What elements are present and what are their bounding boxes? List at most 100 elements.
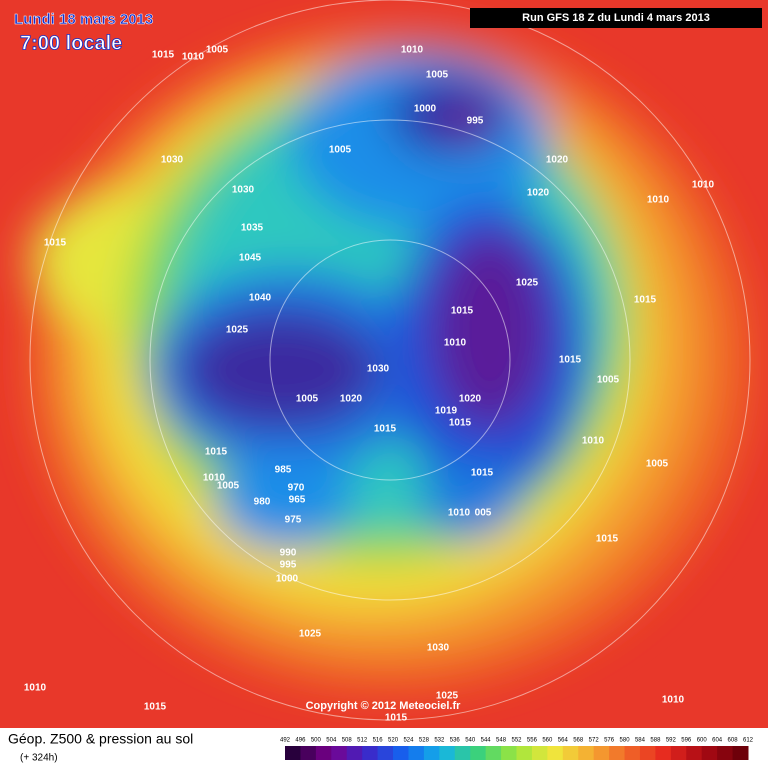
scale-swatch bbox=[408, 746, 425, 760]
isobar-label: 1010 bbox=[401, 45, 424, 56]
isobar-label: 1020 bbox=[546, 155, 569, 166]
geopotential-field bbox=[30, 30, 750, 690]
isobar-label: 990 bbox=[280, 548, 297, 559]
scale-swatch bbox=[516, 746, 533, 760]
isobar-label: 1015 bbox=[374, 424, 397, 435]
scale-swatch bbox=[655, 746, 672, 760]
isobar-label: 1015 bbox=[385, 713, 408, 724]
isobar-label: 1020 bbox=[459, 394, 482, 405]
scale-swatch bbox=[377, 746, 394, 760]
scale-label: 552 bbox=[511, 738, 522, 744]
scale-swatch bbox=[732, 746, 749, 760]
isobar-label: 1045 bbox=[239, 253, 262, 264]
isobar-label: 1040 bbox=[249, 293, 272, 304]
isobar-label: 1025 bbox=[226, 325, 249, 336]
scale-label: 592 bbox=[666, 738, 677, 744]
isobar-label: 1015 bbox=[152, 50, 175, 61]
isobar-label: 1005 bbox=[206, 45, 229, 56]
scale-label: 568 bbox=[573, 738, 584, 744]
scale-swatch bbox=[670, 746, 687, 760]
isobar-label: 970 bbox=[288, 483, 305, 494]
copyright: Copyright © 2012 Meteociel.fr bbox=[306, 700, 462, 712]
scale-label: 500 bbox=[311, 738, 322, 744]
isobar-label: 1010 bbox=[662, 695, 685, 706]
isobar-label: 1005 bbox=[597, 375, 620, 386]
isobar-label: 1010 bbox=[24, 683, 47, 694]
isobar-label: 1015 bbox=[634, 295, 657, 306]
scale-label: 608 bbox=[728, 738, 739, 744]
scale-swatch bbox=[562, 746, 579, 760]
isobar-label: 1025 bbox=[516, 278, 539, 289]
isobar-label: 965 bbox=[289, 495, 306, 506]
scale-label: 588 bbox=[650, 738, 661, 744]
scale-label: 536 bbox=[450, 738, 461, 744]
scale-label: 604 bbox=[712, 738, 723, 744]
scale-label: 516 bbox=[373, 738, 384, 744]
color-scale: 492 496 500 504 508 512 516 520 524 528 532 536 540 5… bbox=[280, 738, 754, 760]
isobar-label: 980 bbox=[254, 497, 271, 508]
scale-swatch bbox=[501, 746, 517, 760]
isobar-label: 975 bbox=[285, 515, 302, 526]
scale-label: 596 bbox=[681, 738, 692, 744]
isobar-label: 1030 bbox=[367, 364, 390, 375]
scale-label: 520 bbox=[388, 738, 399, 744]
scale-swatch bbox=[454, 746, 471, 760]
footer-lead: (+ 324h) bbox=[20, 753, 58, 764]
graticule bbox=[29, 0, 751, 721]
isobar-label: 1005 bbox=[217, 481, 240, 492]
isobar-label: 985 bbox=[275, 465, 292, 476]
scale-swatch bbox=[531, 746, 548, 760]
scale-label: 584 bbox=[635, 738, 646, 744]
scale-label: 544 bbox=[481, 738, 492, 744]
scale-swatch bbox=[578, 746, 595, 760]
scale-swatch bbox=[300, 746, 317, 760]
isobar-label: 1000 bbox=[414, 104, 437, 115]
isobar-label: 005 bbox=[475, 508, 492, 519]
scale-label: 504 bbox=[326, 738, 337, 744]
scale-label: 600 bbox=[697, 738, 708, 744]
isobar-label: 1010 bbox=[203, 473, 226, 484]
run-box bbox=[470, 8, 762, 28]
isobar-label: 995 bbox=[467, 116, 484, 127]
isobar-label: 995 bbox=[280, 560, 297, 571]
isobar-label: 1025 bbox=[436, 691, 459, 702]
scale-swatch bbox=[346, 746, 363, 760]
date-label: Lundi 18 mars 2013 bbox=[14, 11, 153, 28]
isobar-label: 1005 bbox=[426, 70, 449, 81]
isobar-label: 1030 bbox=[427, 643, 450, 654]
isobar-label: 1015 bbox=[44, 238, 67, 249]
time-label: 7:00 locale bbox=[20, 32, 122, 54]
scale-swatch bbox=[331, 746, 348, 760]
scale-label: 612 bbox=[743, 738, 754, 744]
isobar-label: 1035 bbox=[241, 223, 264, 234]
scale-label: 560 bbox=[542, 738, 553, 744]
scale-label: 548 bbox=[496, 738, 507, 744]
isobar-label: 1005 bbox=[646, 459, 669, 470]
isobar-label: 1015 bbox=[559, 355, 582, 366]
scale-swatch bbox=[315, 746, 332, 760]
scale-label: 540 bbox=[465, 738, 476, 744]
scale-swatch bbox=[639, 746, 656, 760]
isobar-label: 1019 bbox=[435, 406, 458, 417]
isobar-label: 1000 bbox=[276, 574, 299, 585]
scale-label: 524 bbox=[403, 738, 414, 744]
scale-label: 512 bbox=[357, 738, 368, 744]
scale-swatch bbox=[285, 746, 301, 760]
isobar-label: 1020 bbox=[527, 188, 550, 199]
isobar-label: 1015 bbox=[451, 306, 474, 317]
isobar-label: 1010 bbox=[692, 180, 715, 191]
isobar-label: 1020 bbox=[340, 394, 363, 405]
scale-swatch bbox=[717, 746, 734, 760]
scale-swatch bbox=[701, 746, 718, 760]
isobar-label: 1030 bbox=[232, 185, 255, 196]
isobar-label: 1025 bbox=[299, 629, 322, 640]
isobar-label: 1015 bbox=[205, 447, 228, 458]
isobar-label: 1005 bbox=[296, 394, 319, 405]
isobar-label: 1010 bbox=[448, 508, 471, 519]
isobar-label: 1015 bbox=[144, 702, 167, 713]
scale-label: 564 bbox=[558, 738, 569, 744]
scale-label: 496 bbox=[295, 738, 306, 744]
